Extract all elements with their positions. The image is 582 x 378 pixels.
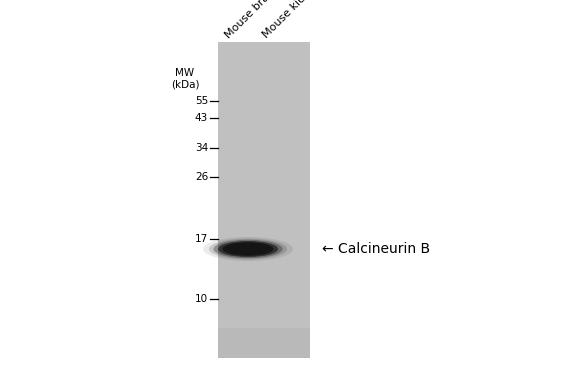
Text: Mouse kidney: Mouse kidney <box>261 0 322 40</box>
Text: ← Calcineurin B: ← Calcineurin B <box>322 242 430 256</box>
Ellipse shape <box>218 241 278 257</box>
Bar <box>218 42 310 358</box>
Ellipse shape <box>209 239 287 259</box>
Text: 43: 43 <box>195 113 208 123</box>
Text: MW
(kDa): MW (kDa) <box>171 68 199 90</box>
Text: 55: 55 <box>195 96 208 106</box>
Ellipse shape <box>214 240 282 258</box>
Text: 17: 17 <box>195 234 208 244</box>
Ellipse shape <box>222 242 274 256</box>
Text: 26: 26 <box>195 172 208 182</box>
Text: 34: 34 <box>195 143 208 153</box>
Text: Mouse brain: Mouse brain <box>223 0 278 40</box>
Text: 10: 10 <box>195 294 208 304</box>
Bar <box>218 328 310 358</box>
Ellipse shape <box>203 237 293 261</box>
Ellipse shape <box>229 244 268 254</box>
